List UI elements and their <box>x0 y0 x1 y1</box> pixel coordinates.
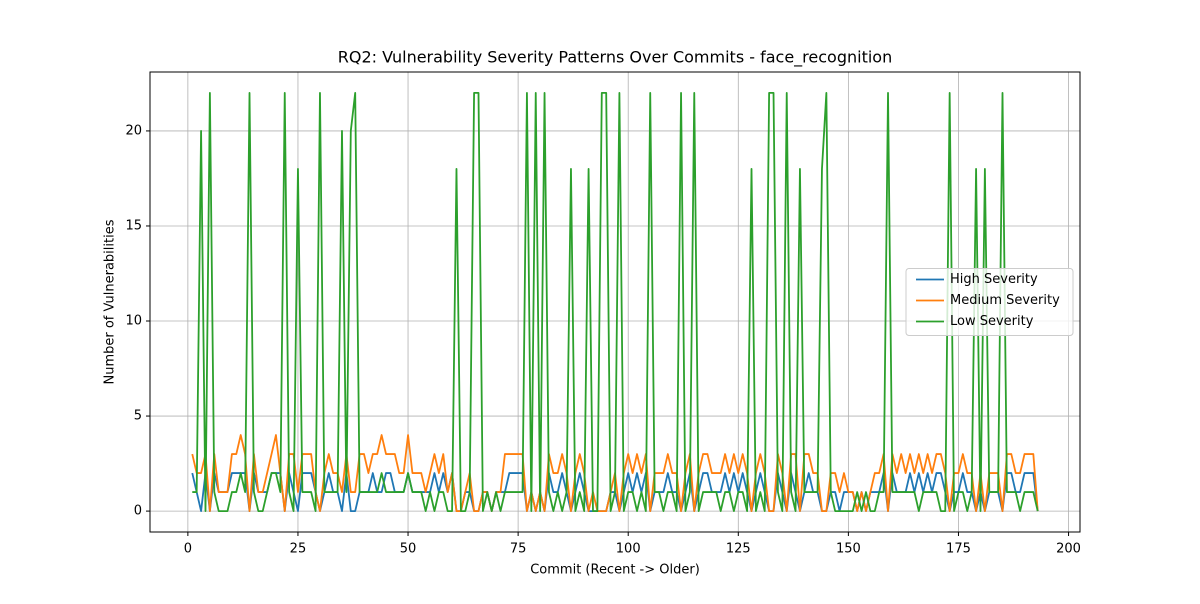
legend-frame <box>905 268 1074 336</box>
series-line <box>192 92 1039 512</box>
x-tick-label: 175 <box>946 542 971 557</box>
y-tick-label: 0 <box>134 504 142 519</box>
y-tick-label: 15 <box>125 218 142 233</box>
legend: High Severity Medium Severity Low Severity <box>905 268 1074 336</box>
x-tick-label: 0 <box>184 542 192 557</box>
plot-frame <box>149 71 1081 533</box>
x-tick-label: 150 <box>836 542 861 557</box>
legend-label: High Severity <box>950 272 1038 287</box>
y-tick-label: 5 <box>134 409 142 424</box>
x-axis-label: Commit (Recent -> Older) <box>530 563 700 578</box>
x-tick-label: 25 <box>290 542 307 557</box>
legend-label: Medium Severity <box>950 293 1060 308</box>
x-tick-label: 75 <box>510 542 527 557</box>
x-tick-label: 125 <box>726 542 751 557</box>
legend-label: Low Severity <box>950 314 1034 329</box>
y-tick-label: 10 <box>125 314 142 329</box>
x-tick-label: 100 <box>616 542 641 557</box>
x-tick-label: 50 <box>400 542 417 557</box>
x-tick-label: 200 <box>1056 542 1081 557</box>
y-axis-label: Number of Vulnerabilities <box>103 219 118 384</box>
chart-title: RQ2: Vulnerability Severity Patterns Ove… <box>338 48 892 68</box>
y-tick-label: 20 <box>125 123 142 138</box>
